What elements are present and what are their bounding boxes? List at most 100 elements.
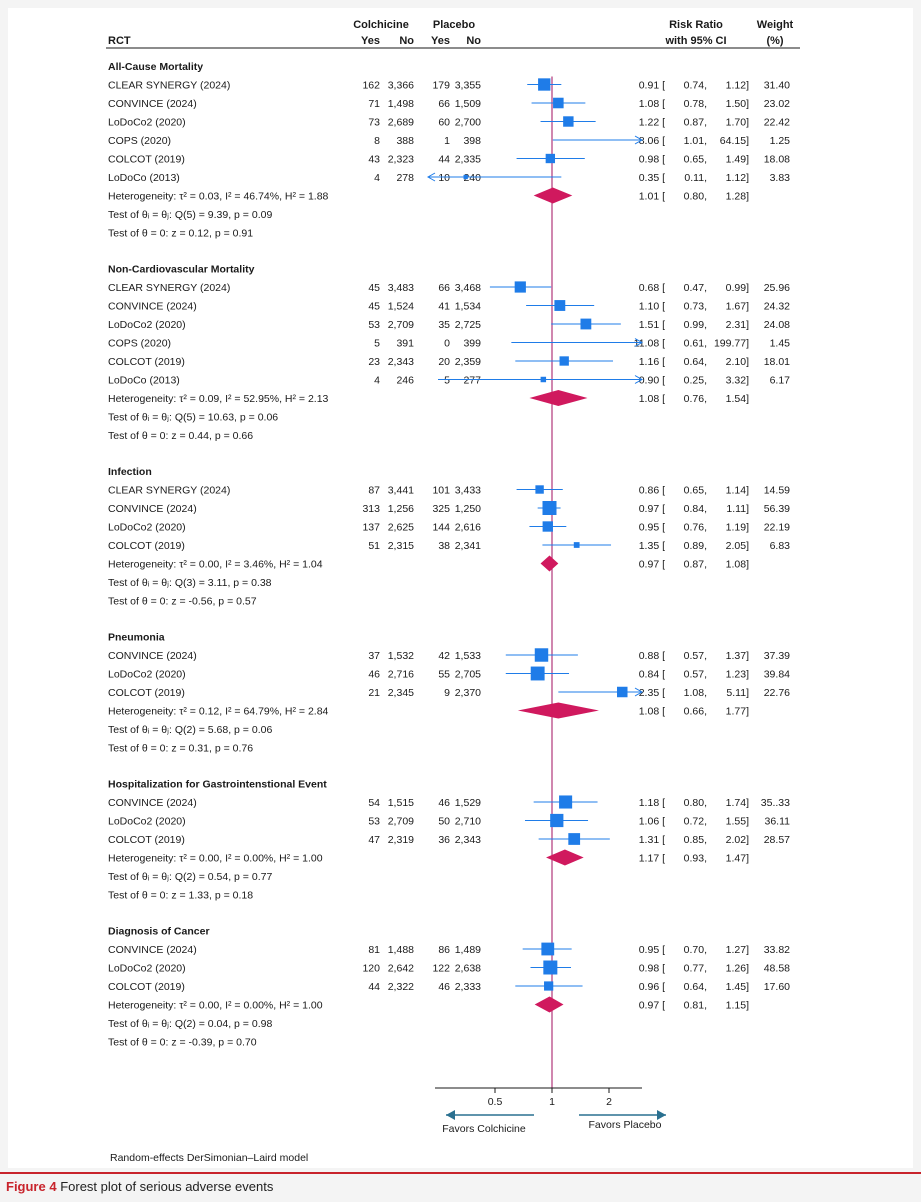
header-colchicine-no: No	[399, 35, 414, 47]
section-0-study-4-marker	[545, 153, 556, 164]
section-0-study-0-name: CLEAR SYNERGY (2024)	[108, 80, 230, 92]
section-1-pooled-ci-lower: 0.76,	[684, 393, 707, 405]
section-2-study-1-weight: 56.39	[764, 503, 790, 515]
section-1-study-1-colchicine-yes: 45	[368, 301, 380, 313]
section-3-pooled-diamond	[517, 702, 599, 719]
section-0-study-1-colchicine-no: 1,498	[388, 98, 414, 110]
section-1-study-3-colchicine-no: 391	[396, 338, 414, 350]
header-weight-unit: (%)	[766, 35, 783, 47]
section-2-study-1-marker	[542, 501, 557, 515]
header-placebo: Placebo	[433, 19, 475, 31]
section-2-pooled-ci-upper: 1.08]	[726, 559, 749, 571]
section-5-study-0-rr: 0.95 [	[639, 944, 665, 956]
header-placebo-yes: Yes	[431, 35, 450, 47]
section-3-study-1-rr: 0.84 [	[639, 669, 665, 681]
section-3-study-2-name: COLCOT (2019)	[108, 687, 185, 699]
section-1-study-0-weight: 25.96	[764, 282, 790, 294]
section-0-study-1-name: CONVINCE (2024)	[108, 98, 197, 110]
section-3-study-2-ci-upper: 5.11]	[726, 687, 749, 699]
section-2-pooled-rr: 0.97 [	[639, 559, 665, 571]
section-2-study-0-placebo-yes: 101	[432, 485, 450, 497]
section-3-study-1-name: LoDoCo2 (2020)	[108, 669, 186, 681]
section-0-study-2-ci-lower: 0.87,	[684, 117, 707, 129]
section-1-study-2-ci-lower: 0.99,	[684, 319, 707, 331]
section-2-study-1-rr: 0.97 [	[639, 503, 665, 515]
section-5-study-2-rr: 0.96 [	[639, 981, 665, 993]
section-5-study-1-marker	[543, 960, 558, 975]
section-2-study-1-ci-upper: 1.11]	[726, 503, 749, 515]
section-2-study-0-ci-upper: 1.14]	[726, 485, 749, 497]
section-5-study-0-weight: 33.82	[764, 944, 790, 956]
section-4-title: Hospitalization for Gastrointenstional E…	[108, 779, 327, 791]
section-0-study-5-placebo-no: 240	[463, 172, 481, 184]
section-2-study-2-rr: 0.95 [	[639, 522, 665, 534]
section-5-study-2-placebo-yes: 46	[438, 981, 450, 993]
section-3-study-0-ci-lower: 0.57,	[684, 650, 707, 662]
section-4-study-2-ci-lower: 0.85,	[684, 834, 707, 846]
section-3-study-2-weight: 22.76	[764, 687, 790, 699]
section-5-study-2-placebo-no: 2,333	[455, 981, 481, 993]
section-4-test-theta-i: Test of θᵢ = θⱼ: Q(2) = 0.54, p = 0.77	[108, 871, 272, 883]
section-4-pooled-diamond	[546, 849, 584, 866]
section-1-study-0-colchicine-yes: 45	[368, 282, 380, 294]
section-1-study-3-colchicine-yes: 5	[374, 338, 380, 350]
section-0-study-4-placebo-no: 2,335	[455, 154, 481, 166]
section-1-study-3-rr: 11.08 [	[634, 338, 665, 350]
section-0-study-2-weight: 22.42	[764, 117, 790, 129]
section-4-study-0-marker	[559, 795, 573, 809]
section-4-study-1-ci-upper: 1.55]	[726, 816, 749, 828]
section-1-study-4-marker	[559, 356, 569, 366]
section-0-study-3-ci-arrow-right	[634, 135, 644, 145]
section-3-study-2-ci-arrow-right	[634, 687, 644, 697]
section-0-test-theta-i: Test of θᵢ = θⱼ: Q(5) = 9.39, p = 0.09	[108, 209, 272, 221]
section-0-study-4-weight: 18.08	[764, 154, 790, 166]
section-2-test-theta-i: Test of θᵢ = θⱼ: Q(3) = 3.11, p = 0.38	[108, 577, 272, 589]
section-2-study-0-name: CLEAR SYNERGY (2024)	[108, 485, 230, 497]
section-3-study-0-marker	[534, 648, 549, 662]
section-2-study-0-rr: 0.86 [	[639, 485, 665, 497]
section-0-study-1-marker	[553, 97, 564, 109]
section-5-study-0-colchicine-no: 1,488	[388, 944, 414, 956]
section-1-study-2-rr: 1.51 [	[639, 319, 665, 331]
section-5-study-1-colchicine-no: 2,642	[388, 963, 414, 975]
section-4-study-0-placebo-yes: 46	[438, 797, 450, 809]
section-5-pooled-ci-upper: 1.15]	[726, 1000, 749, 1012]
section-1-study-5-marker	[540, 376, 547, 383]
figure-panel: RCT Colchicine Placebo Yes No Yes No Ris…	[8, 8, 913, 1168]
section-1-pooled-ci-upper: 1.54]	[726, 393, 749, 405]
section-5-study-2-colchicine-no: 2,322	[388, 981, 414, 993]
section-3-study-2-colchicine-yes: 21	[368, 687, 380, 699]
section-1-study-0-name: CLEAR SYNERGY (2024)	[108, 282, 230, 294]
section-2-study-2-marker	[542, 521, 553, 532]
section-3-study-0-placebo-yes: 42	[438, 650, 450, 662]
section-0-pooled-ci-upper: 1.28]	[726, 191, 749, 203]
section-1-study-4-ci-lower: 0.64,	[684, 356, 707, 368]
section-1-study-0-placebo-yes: 66	[438, 282, 450, 294]
section-0-test-theta: Test of θ = 0: z = 0.12, p = 0.91	[108, 228, 253, 240]
section-0-study-4-ci-upper: 1.49]	[726, 154, 749, 166]
section-4-study-0-ci-upper: 1.74]	[726, 797, 749, 809]
model-note: Random-effects DerSimonian–Laird model	[110, 1152, 309, 1164]
section-1-study-3-weight: 1.45	[770, 338, 791, 350]
section-5-test-theta: Test of θ = 0: z = -0.39, p = 0.70	[108, 1037, 257, 1049]
section-3-study-1-weight: 39.84	[764, 669, 790, 681]
section-2-study-0-weight: 14.59	[764, 485, 790, 497]
section-0-study-3-weight: 1.25	[770, 135, 791, 147]
section-3-study-0-name: CONVINCE (2024)	[108, 650, 197, 662]
section-4-study-1-name: LoDoCo2 (2020)	[108, 816, 186, 828]
section-3-study-1-ci-lower: 0.57,	[684, 669, 707, 681]
section-4-study-2-marker	[568, 833, 581, 845]
section-2-test-theta: Test of θ = 0: z = -0.56, p = 0.57	[108, 596, 257, 608]
forest-plot: RCT Colchicine Placebo Yes No Yes No Ris…	[106, 19, 800, 1135]
section-5-pooled-ci-lower: 0.81,	[684, 1000, 707, 1012]
section-2-study-3-weight: 6.83	[770, 540, 791, 552]
section-0-study-0-placebo-no: 3,355	[455, 80, 481, 92]
section-1-study-4-colchicine-yes: 23	[368, 356, 380, 368]
section-1-study-5-name: LoDoCo (2013)	[108, 375, 180, 387]
section-5-study-0-ci-upper: 1.27]	[726, 944, 749, 956]
section-1-study-2-placebo-yes: 35	[438, 319, 450, 331]
section-2-study-1-ci-lower: 0.84,	[684, 503, 707, 515]
section-1-study-2-name: LoDoCo2 (2020)	[108, 319, 186, 331]
section-1-study-1-placebo-no: 1,534	[455, 301, 481, 313]
section-1-study-0-colchicine-no: 3,483	[388, 282, 414, 294]
